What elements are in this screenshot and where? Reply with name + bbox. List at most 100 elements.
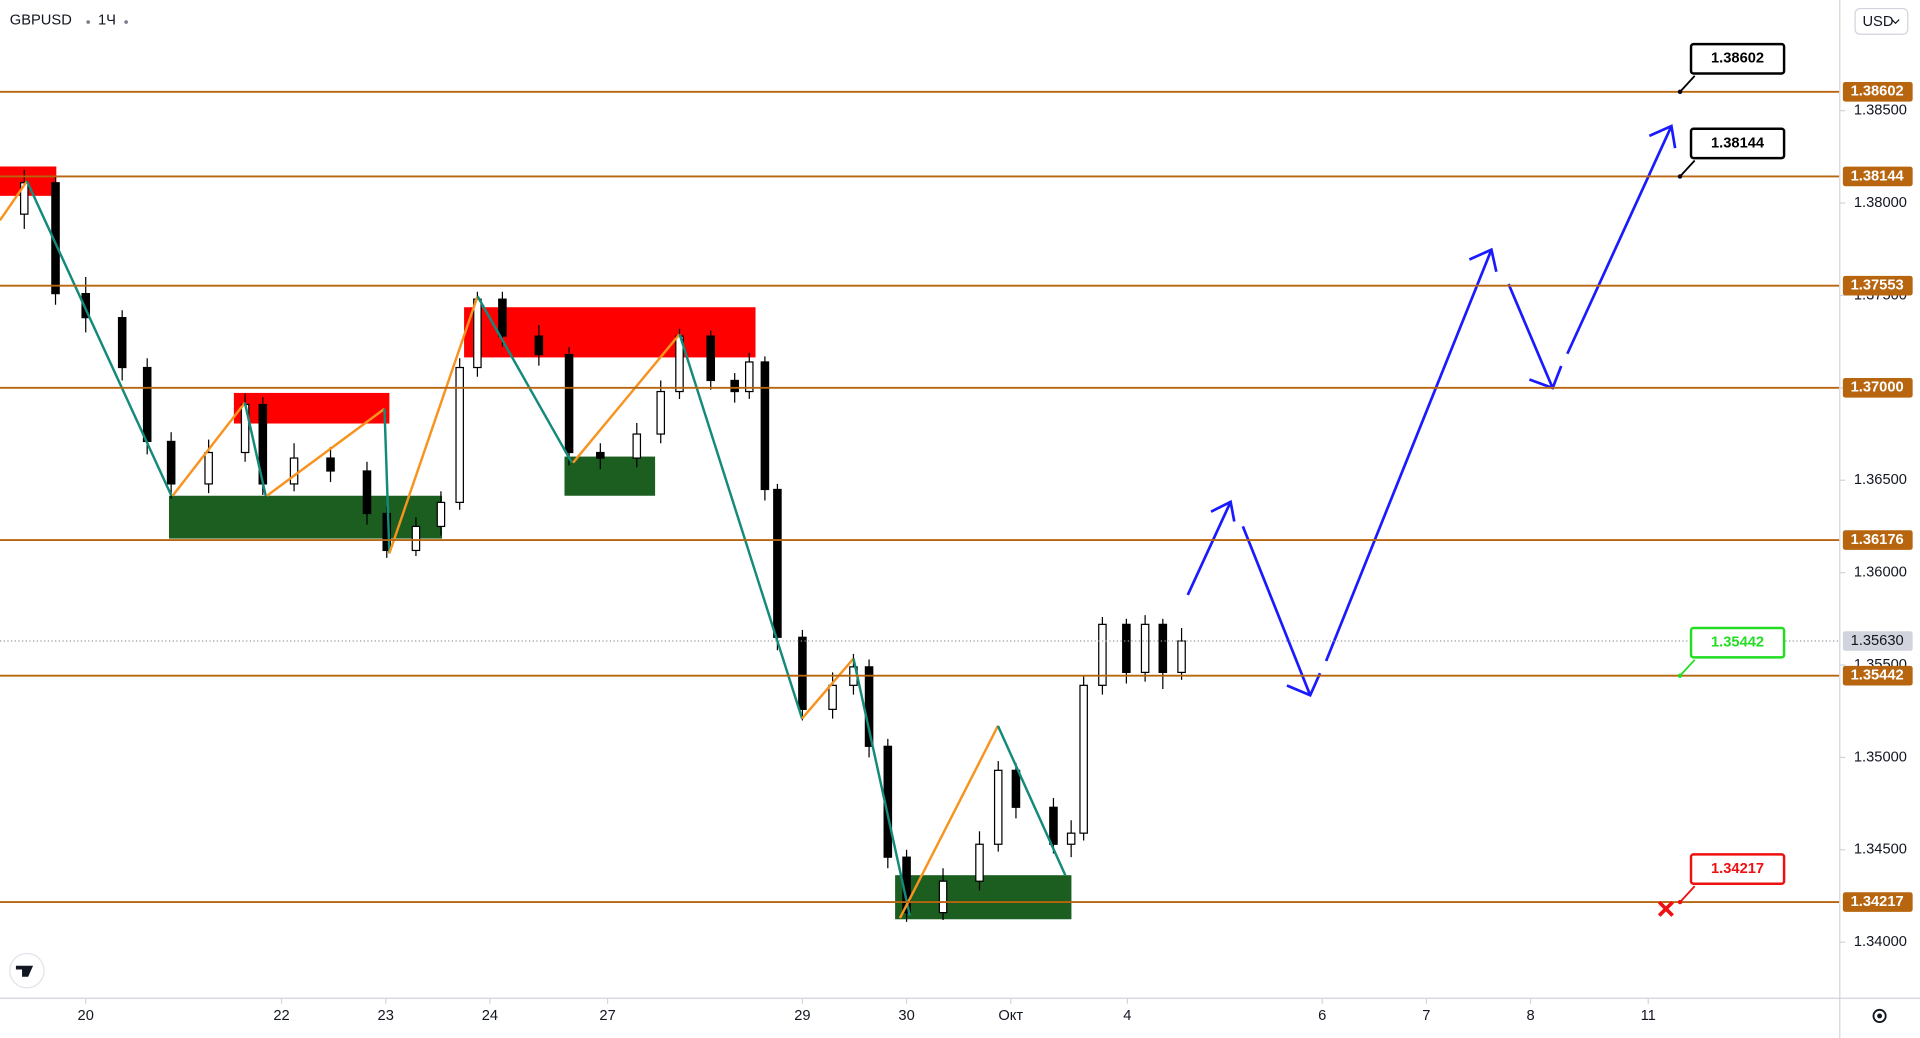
demand-zone <box>564 456 656 496</box>
candle-body <box>564 353 574 454</box>
symbol: GBPUSD <box>10 13 72 29</box>
level-tag-label: 1.36176 <box>1851 532 1904 548</box>
callout-pointer <box>1679 75 1696 93</box>
level-tag-box <box>1842 275 1913 296</box>
callout-anchor <box>1677 174 1683 179</box>
level-tag-label: 1.38602 <box>1851 84 1904 100</box>
projection-leg <box>1324 249 1493 662</box>
stop-marker <box>1657 900 1674 917</box>
candle-body <box>498 298 507 337</box>
candle-body <box>706 335 716 382</box>
x-tick-label: 8 <box>1526 1008 1534 1024</box>
candle-body <box>1122 623 1131 674</box>
zigzag-down <box>25 180 173 497</box>
arrow-head <box>1648 124 1677 149</box>
candle-body <box>798 636 807 710</box>
candle-body <box>411 525 421 552</box>
x-tick-label: 23 <box>378 1008 394 1024</box>
zigzag-up <box>898 725 1000 919</box>
zigzag-down <box>243 402 267 497</box>
last-price-box <box>1842 631 1913 651</box>
level-tag: 1.36176 <box>1842 530 1913 550</box>
candle-body <box>864 666 874 747</box>
candle-body <box>1158 623 1168 674</box>
candle-body <box>382 512 392 552</box>
level-tag: 1.34217 <box>1842 892 1913 912</box>
last-price-label: 1.35630 <box>1851 633 1904 649</box>
candle-body <box>204 451 213 485</box>
x-tick-label: 4 <box>1123 1008 1131 1024</box>
levels: 1.38602 1.38144 1.35442 1.34217 <box>0 42 1840 905</box>
arrow-head <box>1468 247 1498 273</box>
level-tag: 1.35442 <box>1842 665 1913 686</box>
level-tag-box <box>1842 378 1913 398</box>
candle-body <box>19 182 29 215</box>
candle-body <box>1049 806 1058 845</box>
callout-box <box>1689 853 1786 885</box>
x-tick-label: 29 <box>794 1008 810 1024</box>
callout-label: 1.38602 <box>1711 51 1764 67</box>
candle-body <box>362 470 372 515</box>
settings-icon[interactable] <box>1872 1008 1887 1024</box>
level-tag-label: 1.34217 <box>1851 894 1904 910</box>
zigzag-down <box>996 725 1067 876</box>
candle-body <box>534 335 544 356</box>
currency-button[interactable] <box>1854 7 1909 35</box>
level-tag-box <box>1842 82 1913 102</box>
candle-body <box>326 457 335 472</box>
callout-box <box>1689 626 1786 659</box>
callout-anchor <box>1677 89 1683 95</box>
callout-label: 1.34217 <box>1711 861 1764 877</box>
zigzag-up <box>801 657 855 720</box>
time-axis <box>0 998 1920 1038</box>
x-tick-label: 20 <box>78 1008 94 1024</box>
candle-body <box>1098 623 1107 686</box>
y-tick-label: 1.34500 <box>1854 842 1907 858</box>
x-tick-label: 7 <box>1422 1008 1430 1024</box>
zigzag-down <box>852 658 911 916</box>
candle-body <box>730 379 739 393</box>
callout-label: 1.35442 <box>1711 635 1764 651</box>
y-tick-label: 1.38000 <box>1854 195 1907 211</box>
arrow-head <box>1210 499 1236 522</box>
x-tick-label: 24 <box>482 1008 498 1024</box>
level-tag-box <box>1842 665 1913 686</box>
level-tag: 1.38144 <box>1842 166 1913 187</box>
candle-body <box>455 366 464 504</box>
callout-box <box>1689 127 1786 160</box>
zigzag-up <box>388 295 479 554</box>
candle-body <box>744 361 754 393</box>
level-tag-box <box>1842 166 1913 187</box>
settings-icon-center[interactable] <box>1877 1013 1883 1019</box>
zigzag-up <box>0 180 28 222</box>
level-tag-label: 1.35442 <box>1851 668 1904 684</box>
candle-body <box>1066 832 1076 845</box>
demand-zone <box>895 875 1072 920</box>
y-tick-label: 1.38500 <box>1854 103 1907 119</box>
logo-mark <box>15 965 34 977</box>
candle-body <box>117 317 127 369</box>
separator <box>124 20 128 24</box>
level-tag-box <box>1842 892 1913 912</box>
candle-body <box>975 843 984 882</box>
level-tag-label: 1.37553 <box>1851 278 1904 294</box>
projection-leg <box>1241 525 1312 696</box>
callout-pointer <box>1679 885 1696 903</box>
currency[interactable]: USD <box>1862 14 1893 30</box>
x-tick-label: 30 <box>898 1008 914 1024</box>
candle-body <box>166 440 176 485</box>
zigzag-up <box>266 407 386 497</box>
level-tag: 1.38602 <box>1842 82 1913 102</box>
callout-anchor <box>1677 899 1683 905</box>
candle-body <box>993 769 1003 845</box>
projection-leg <box>1507 283 1554 389</box>
projection-leg <box>1186 501 1232 596</box>
zigzag-down <box>678 333 804 719</box>
last-price-tag: 1.35630 <box>1842 631 1913 651</box>
zigzag <box>0 180 1067 919</box>
supply-zone <box>233 392 390 424</box>
interval: 1Ч <box>98 13 116 29</box>
dropdown-icon[interactable] <box>1891 19 1900 25</box>
y-tick-label: 1.36500 <box>1854 472 1907 488</box>
